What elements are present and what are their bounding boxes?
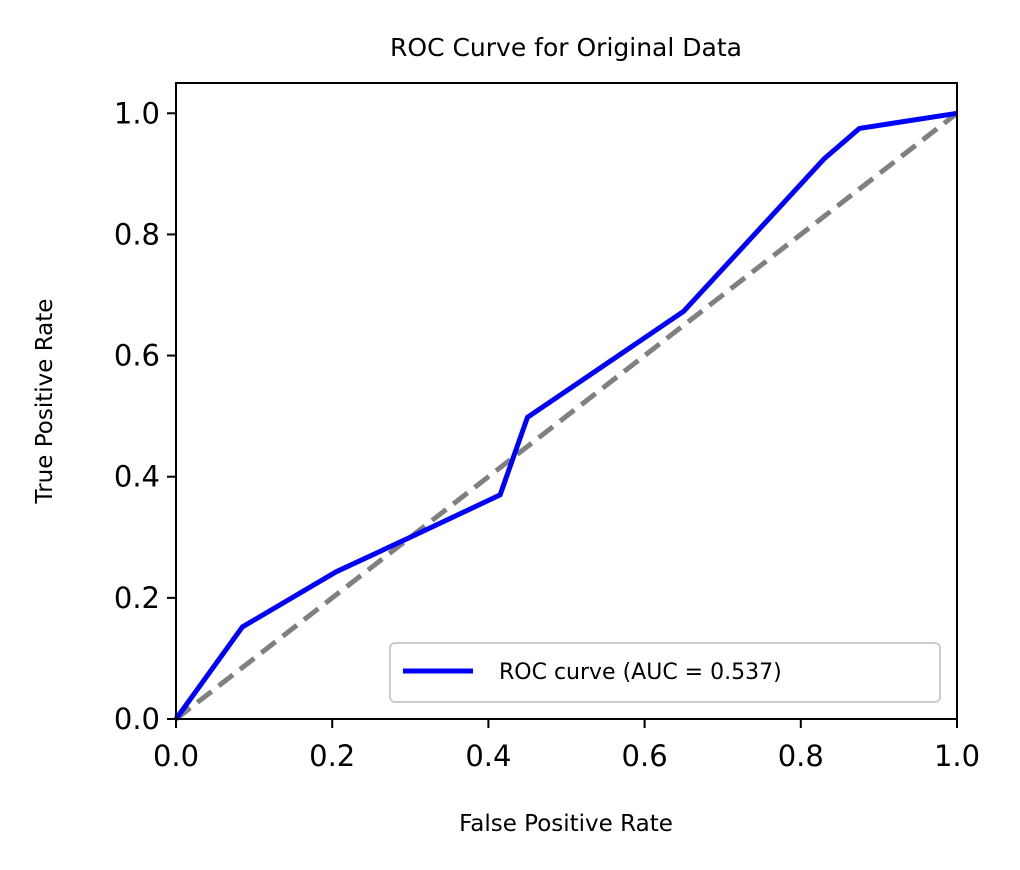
x-tick-label: 0.0 <box>153 739 199 773</box>
y-axis-ticks: 0.0 0.2 0.4 0.6 0.8 1.0 <box>114 96 176 736</box>
x-tick-label: 0.4 <box>465 739 511 773</box>
y-tick-label: 0.2 <box>114 581 160 615</box>
x-tick-label: 0.8 <box>778 739 824 773</box>
y-tick-label: 1.0 <box>114 96 160 130</box>
x-tick-label: 1.0 <box>934 739 980 773</box>
chart-title: ROC Curve for Original Data <box>390 33 742 62</box>
y-axis-label: True Positive Rate <box>32 299 58 505</box>
x-tick-label: 0.6 <box>622 739 668 773</box>
plot-area <box>173 110 959 721</box>
x-axis-ticks: 0.0 0.2 0.4 0.6 0.8 1.0 <box>153 719 980 773</box>
legend-label-roc: ROC curve (AUC = 0.537) <box>499 660 782 685</box>
y-tick-label: 0.8 <box>114 217 160 251</box>
roc-curve-line <box>173 110 958 721</box>
reference-diagonal-line <box>174 111 959 721</box>
y-tick-label: 0.6 <box>114 339 160 373</box>
axes-frame <box>175 82 958 720</box>
legend: ROC curve (AUC = 0.537) <box>389 642 941 703</box>
x-axis-label: False Positive Rate <box>459 811 673 837</box>
y-tick-label: 0.4 <box>114 460 160 494</box>
y-tick-label: 0.0 <box>114 702 160 736</box>
x-tick-label: 0.2 <box>309 739 355 773</box>
legend-box <box>389 642 941 703</box>
